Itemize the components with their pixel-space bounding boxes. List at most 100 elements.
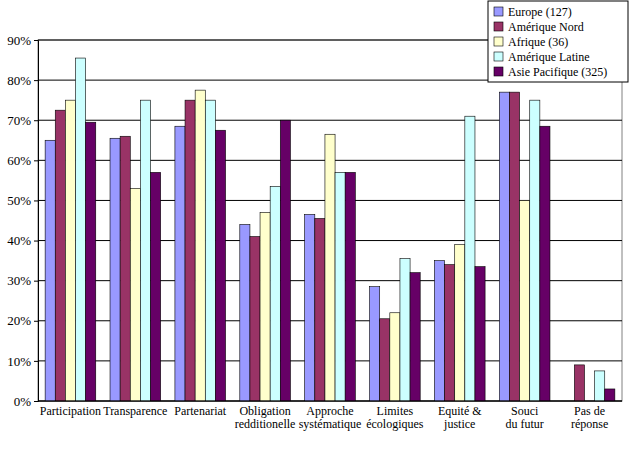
chart: 0%10%20%30%40%50%60%70%80%90%Participati… [0, 0, 632, 466]
series [65, 90, 529, 401]
bar [390, 313, 400, 401]
series [45, 92, 509, 401]
tick: 80% [7, 73, 38, 88]
tick-mark [34, 80, 38, 81]
tick-label: Limitesécologiques [366, 404, 424, 431]
bar [530, 100, 540, 401]
bars [45, 58, 615, 401]
legend-label: Amérique Latine [508, 50, 590, 64]
legend-swatch [494, 22, 503, 31]
bar [270, 186, 280, 401]
tick-label: 20% [7, 313, 31, 328]
bar [499, 92, 509, 401]
tick-label: Approchesystématique [299, 404, 362, 431]
bar [475, 267, 485, 401]
tick-mark [34, 120, 38, 121]
legend: Europe (127)Amérique NordAfrique (36)Amé… [488, 1, 628, 82]
legend-box [488, 1, 628, 82]
bar [380, 319, 390, 401]
tick: 50% [7, 193, 38, 208]
bar [86, 122, 96, 401]
bar [55, 110, 65, 401]
bar [370, 287, 380, 401]
tick-label: 10% [7, 354, 31, 369]
tick: 10% [7, 354, 38, 369]
bar [240, 225, 250, 401]
x-axis: ParticipationTransparence Partenariat Obli… [38, 401, 622, 431]
bar [130, 188, 140, 401]
bar [76, 58, 86, 401]
axis-line [34, 41, 39, 402]
legend-item: Europe (127) [494, 5, 572, 19]
bar [455, 245, 465, 401]
bar [120, 136, 130, 401]
plot: 0%10%20%30%40%50%60%70%80%90%Participati… [7, 33, 622, 431]
bar [574, 365, 584, 401]
bar [45, 140, 55, 401]
legend-label: Afrique (36) [508, 35, 568, 49]
legend-item: Afrique (36) [494, 35, 568, 49]
bar [110, 138, 120, 401]
tick-mark [34, 40, 38, 41]
bar [465, 116, 475, 401]
bar [410, 273, 420, 401]
legend-swatch [494, 52, 503, 61]
bar [175, 126, 185, 401]
bar [540, 126, 550, 401]
tick-label: Transparence [103, 404, 167, 418]
legend-swatch [494, 7, 503, 16]
tick-mark [34, 281, 38, 282]
bar [250, 237, 260, 401]
bar [215, 130, 225, 401]
bar [151, 172, 161, 401]
bar [305, 214, 315, 401]
series [76, 58, 605, 401]
tick-label: 90% [7, 33, 31, 48]
legend-item: Amérique Latine [494, 50, 590, 64]
bar [400, 259, 410, 401]
bar [434, 261, 444, 401]
bar [509, 92, 519, 401]
bar [595, 371, 605, 401]
bar [445, 265, 455, 401]
bar [195, 90, 205, 401]
legend-item: Asie Pacifique (325) [494, 65, 607, 79]
tick: 60% [7, 153, 38, 168]
bar [280, 120, 290, 401]
legend-swatch [494, 37, 503, 46]
bar [520, 200, 530, 401]
tick-mark [34, 321, 38, 322]
tick: 30% [7, 273, 38, 288]
tick-label: Obligationredditionelle [235, 404, 296, 431]
legend-item: Amérique Nord [494, 20, 584, 34]
legend-label: Asie Pacifique (325) [508, 65, 607, 79]
tick-label: 60% [7, 153, 31, 168]
tick: 90% [7, 33, 38, 48]
bar [260, 212, 270, 401]
bar [605, 389, 615, 401]
bar [335, 172, 345, 401]
tick-mark [34, 241, 38, 242]
tick-label: Participation [40, 404, 101, 418]
bar [315, 218, 325, 401]
bar [205, 100, 215, 401]
tick-label: 80% [7, 73, 31, 88]
series [55, 92, 584, 401]
bar [325, 134, 335, 401]
tick-label: 70% [7, 113, 31, 128]
tick-label: 50% [7, 193, 31, 208]
plot-frame [38, 40, 622, 401]
bar [140, 100, 150, 401]
tick-label: 30% [7, 273, 31, 288]
grid [38, 40, 622, 401]
tick-mark [34, 160, 38, 161]
axis-line [38, 401, 622, 402]
tick-mark [34, 361, 38, 362]
series [86, 120, 615, 401]
tick-label: Partenariat [174, 404, 227, 418]
tick-label: Pas deréponse [571, 404, 608, 431]
tick: 20% [7, 313, 38, 328]
tick-label: 40% [7, 233, 31, 248]
tick-mark [34, 200, 38, 201]
y-axis: 0%10%20%30%40%50%60%70%80%90% [7, 33, 38, 409]
